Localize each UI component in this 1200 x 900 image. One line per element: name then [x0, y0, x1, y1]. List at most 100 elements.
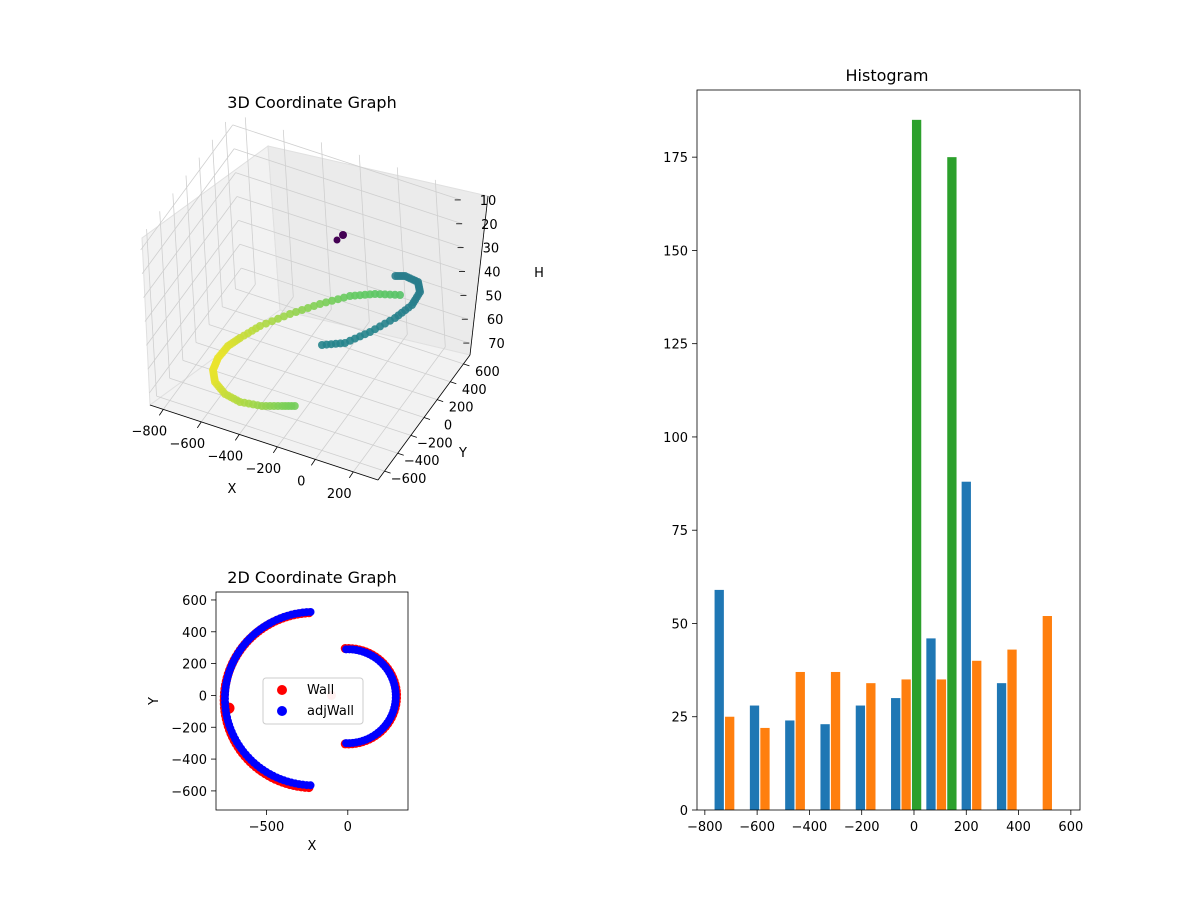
histogram-bar	[926, 638, 936, 810]
grid-3d	[140, 117, 470, 473]
y-tick-label-hist: 50	[671, 617, 688, 632]
y-tick-label-hist: 75	[671, 524, 688, 539]
histogram-bar	[972, 660, 982, 810]
y-tick-label-3d: 400	[462, 383, 487, 398]
histogram-bar	[947, 157, 957, 810]
point-adjwall	[342, 645, 351, 654]
z-tick-label-3d: 50	[485, 289, 502, 304]
grid-line-z	[238, 219, 467, 296]
z-axis-line	[469, 195, 489, 356]
y-tick-label-hist: 150	[663, 244, 688, 259]
histogram-ticks: −800 −600 −400 −200 0 200 400 600 0 25 50 75 100 125 1…	[663, 151, 1083, 835]
grid-line-z	[241, 267, 470, 344]
grid-line-z	[239, 243, 468, 320]
point-3d	[268, 317, 276, 326]
y-tick-3d	[450, 381, 457, 385]
x-tick-label-2d: −500	[249, 820, 285, 835]
legend-label-wall: Wall	[307, 683, 334, 698]
z-tick-label-3d: 10	[480, 194, 497, 209]
grid-line-z	[235, 172, 464, 249]
histogram-bar	[830, 671, 841, 810]
y-tick-3d	[384, 470, 391, 474]
z-tick-label-3d: 40	[484, 266, 501, 281]
y-tick-label-hist: 125	[663, 338, 688, 353]
plot-2d-title: 2D Coordinate Graph	[227, 568, 396, 587]
y-tick-label-3d: 0	[444, 419, 452, 434]
x-tick-label-3d: −800	[131, 424, 167, 439]
histogram-bar	[1042, 616, 1052, 810]
histogram-bar	[760, 727, 770, 810]
histogram-bar	[820, 724, 830, 810]
ticks-2d: −500 0 −600 −400 −200 0 200 400 600	[171, 594, 352, 835]
grid-line-y	[182, 359, 411, 436]
point-3d	[333, 236, 341, 244]
x-tick-label-3d: −400	[207, 449, 243, 464]
y-tick-label-hist: 0	[680, 804, 688, 819]
x-tick-label-3d: 200	[327, 487, 352, 502]
grid-line-z	[234, 148, 463, 225]
y-tick-label-hist: 175	[663, 151, 688, 166]
grid-line-y	[169, 377, 398, 454]
histogram-bar	[936, 679, 947, 810]
grid-line-z	[147, 243, 241, 370]
z-tick-label-3d: 60	[487, 313, 504, 328]
point-3d	[334, 295, 342, 304]
x-tick-3d	[196, 421, 202, 429]
grid-line-z	[140, 124, 234, 251]
x-tick-label-3d: 0	[297, 474, 305, 489]
y-tick-label-2d: 600	[182, 594, 207, 609]
z-tick-label-3d: 20	[481, 218, 498, 233]
point-3d	[286, 310, 294, 318]
histogram-bar	[795, 671, 805, 810]
histogram-bar	[866, 683, 876, 810]
y-tick-label-3d: −400	[404, 454, 440, 469]
histogram: Histogram −800 −600 −400 −200 0 200 400 600 0 25 5…	[663, 66, 1083, 835]
y-tick-label-3d: 600	[475, 365, 500, 380]
grid-line-z	[141, 148, 235, 275]
x-tick-label-hist: 400	[1006, 820, 1031, 835]
y-axis-label-2d: Y	[147, 697, 162, 706]
x-tick-label-3d: −200	[245, 462, 281, 477]
point-3d	[280, 312, 288, 321]
x-tick-3d	[272, 446, 278, 454]
grid-line-z	[148, 267, 242, 394]
y-tick-label-hist: 100	[663, 431, 688, 446]
y-tick-label-2d: −400	[171, 753, 207, 768]
legend-2d: Wall adjWall	[262, 677, 364, 725]
x-axis-label-3d: X	[228, 482, 237, 497]
points-3d	[209, 231, 424, 410]
point-3d	[290, 402, 299, 410]
histogram-bar	[1007, 649, 1017, 810]
histogram-bar	[891, 698, 901, 810]
grid-line-y	[195, 342, 425, 418]
x-axis-label-2d: X	[308, 839, 317, 854]
point-3d	[391, 272, 400, 280]
x-tick-3d	[310, 459, 316, 466]
plot-3d-title: 3D Coordinate Graph	[227, 93, 396, 112]
y-tick-3d	[463, 363, 470, 367]
histogram-bar	[996, 683, 1007, 810]
point-3d	[339, 231, 347, 239]
grid-line-y	[156, 395, 385, 472]
grid-line-y	[235, 288, 464, 365]
y-tick-label-2d: 200	[182, 658, 207, 673]
x-tick-label-hist: −600	[739, 820, 775, 835]
z-tick-label-3d: 30	[483, 242, 500, 257]
histogram-bar	[901, 679, 911, 810]
x-tick-3d	[158, 409, 164, 416]
z-axis-label-3d: H	[534, 266, 544, 281]
histogram-bars	[714, 119, 1052, 811]
ticks-3d: −800−600−400−2000200−600−400−20002004006…	[131, 194, 504, 502]
plot-2d: 2D Coordinate Graph −500 0 −600 −400 −200 0 20…	[147, 568, 409, 854]
x-tick-label-hist: 0	[910, 820, 918, 835]
y-tick-label-3d: −200	[417, 436, 453, 451]
histogram-bar	[749, 705, 760, 810]
x-tick-label-hist: 200	[954, 820, 979, 835]
point-3d	[322, 298, 330, 307]
histogram-bar	[911, 119, 922, 811]
y-tick-label-3d: 200	[449, 401, 474, 416]
z-tick-label-3d: 70	[488, 337, 505, 352]
grid-line-z	[146, 220, 239, 346]
histogram-bar	[855, 705, 866, 810]
